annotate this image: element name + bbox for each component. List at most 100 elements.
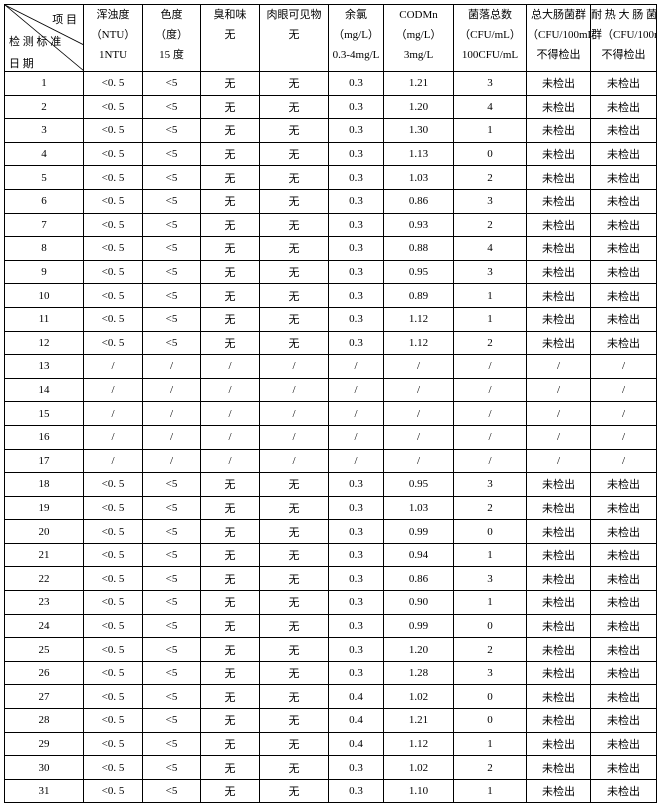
header-line: 臭和味	[213, 9, 247, 21]
data-cell: <5	[142, 731, 201, 757]
data-cell: 未检出	[590, 212, 657, 238]
data-cell: 无	[259, 236, 329, 261]
date-cell: 22	[4, 566, 84, 592]
data-cell: 0.3	[328, 188, 384, 214]
data-cell: 无	[200, 259, 260, 285]
data-cell: /	[142, 448, 201, 474]
data-row: 27 <0. 5 <5 无无 0.4 1.02 0 未检出 未检出	[4, 684, 657, 710]
data-cell: 0.86	[383, 566, 454, 592]
date-cell: 5	[4, 165, 84, 190]
data-row: 5 <0. 5 <5 无无 0.3 1.03 2 未检出 未检出	[4, 165, 657, 190]
data-cell: 1.21	[383, 708, 454, 733]
data-cell: 无	[259, 684, 329, 710]
data-cell: 0.3	[328, 283, 384, 308]
data-cell: 未检出	[590, 542, 657, 568]
date-cell: 26	[4, 660, 84, 686]
data-cell: /	[383, 354, 454, 379]
date-cell: 16	[4, 424, 84, 450]
data-cell: <0. 5	[83, 212, 143, 238]
data-cell: 无	[200, 613, 260, 639]
data-cell: <0. 5	[83, 472, 143, 497]
data-cell: /	[83, 424, 143, 450]
data-cell: /	[383, 448, 454, 474]
data-cell: 3	[453, 188, 527, 214]
data-cell: 0.4	[328, 708, 384, 733]
header-line: 无	[288, 29, 300, 41]
data-cell: /	[142, 424, 201, 450]
data-cell: 0	[453, 684, 527, 710]
date-cell: 17	[4, 448, 84, 474]
data-cell: 无	[259, 590, 329, 615]
data-cell: 无	[259, 141, 329, 167]
date-cell: 10	[4, 283, 84, 308]
date-cell: 7	[4, 212, 84, 238]
data-cell: <5	[142, 542, 201, 568]
header-cell: 总大肠菌群 （CFU/100mL 不得检出	[526, 4, 591, 72]
data-cell: <0. 5	[83, 306, 143, 332]
data-cell: 无	[259, 71, 329, 96]
data-cell: 无	[200, 542, 260, 568]
data-cell: 0.3	[328, 94, 384, 120]
data-cell: <0. 5	[83, 755, 143, 780]
data-cell: 无	[200, 660, 260, 686]
data-cell: 1	[453, 306, 527, 332]
data-cell: 无	[259, 118, 329, 143]
data-cell: 无	[259, 495, 329, 521]
header-cell: 余氯 （mg/L） 0.3-4mg/L	[328, 4, 384, 72]
data-cell: 未检出	[526, 637, 591, 662]
data-cell: /	[383, 401, 454, 426]
data-cell: 未检出	[590, 731, 657, 757]
data-cell: 未检出	[526, 660, 591, 686]
data-row: 21 <0. 5 <5 无无 0.3 0.94 1 未检出 未检出	[4, 542, 657, 568]
data-row: 3 <0. 5 <5 无无 0.3 1.30 1 未检出 未检出	[4, 118, 657, 143]
header-line: 1NTU	[98, 49, 128, 61]
data-cell: 无	[259, 259, 329, 285]
data-row: 8 <0. 5 <5 无无 0.3 0.88 4 未检出 未检出	[4, 236, 657, 261]
data-cell: <0. 5	[83, 330, 143, 356]
header-line: （mg/L）	[333, 29, 379, 41]
data-cell: 未检出	[590, 660, 657, 686]
date-cell: 6	[4, 188, 84, 214]
data-cell: 0.3	[328, 118, 384, 143]
data-cell: <5	[142, 236, 201, 261]
header-line: 0.3-4mg/L	[332, 49, 380, 61]
data-cell: /	[83, 354, 143, 379]
header-cell: 色度 （度） 15 度	[142, 4, 201, 72]
data-cell: 无	[259, 188, 329, 214]
header-line: （CFU/mL）	[459, 29, 521, 41]
data-cell: <5	[142, 660, 201, 686]
data-cell: 1	[453, 590, 527, 615]
data-cell: 0.89	[383, 283, 454, 308]
data-cell: 无	[259, 755, 329, 780]
data-cell: 未检出	[526, 212, 591, 238]
data-cell: /	[328, 424, 384, 450]
data-cell: 未检出	[590, 778, 657, 804]
data-cell: 无	[200, 236, 260, 261]
data-cell: /	[200, 354, 260, 379]
data-cell: <0. 5	[83, 566, 143, 592]
data-cell: 未检出	[526, 94, 591, 120]
data-cell: 1.12	[383, 330, 454, 356]
data-cell: 无	[200, 495, 260, 521]
data-cell: 0	[453, 708, 527, 733]
data-row: 12 <0. 5 <5 无无 0.3 1.12 2 未检出 未检出	[4, 330, 657, 356]
data-cell: /	[142, 401, 201, 426]
data-cell: 0.3	[328, 637, 384, 662]
data-cell: 4	[453, 94, 527, 120]
data-cell: 0.4	[328, 684, 384, 710]
data-cell: <0. 5	[83, 118, 143, 143]
data-cell: 未检出	[590, 330, 657, 356]
data-cell: /	[590, 354, 657, 379]
data-row: 13// / / / / / / /	[4, 354, 657, 379]
data-cell: 未检出	[526, 731, 591, 757]
data-cell: 0.4	[328, 731, 384, 757]
data-cell: 0.88	[383, 236, 454, 261]
date-cell: 20	[4, 519, 84, 544]
data-cell: 未检出	[526, 755, 591, 780]
data-cell: 未检出	[590, 259, 657, 285]
data-row: 20 <0. 5 <5 无无 0.3 0.99 0 未检出 未检出	[4, 519, 657, 544]
data-cell: /	[590, 401, 657, 426]
data-cell: 无	[259, 519, 329, 544]
data-cell: <5	[142, 188, 201, 214]
